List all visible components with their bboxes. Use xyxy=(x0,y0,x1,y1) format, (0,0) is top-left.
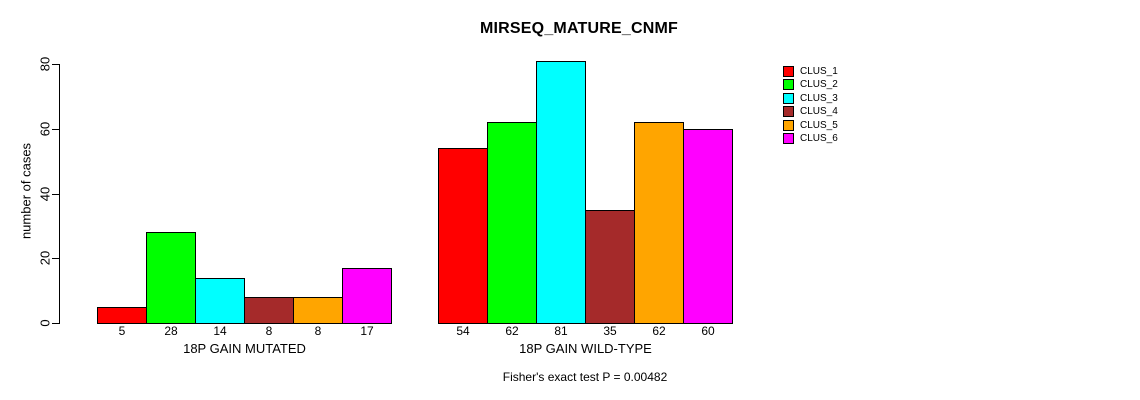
legend-swatch xyxy=(783,120,794,131)
bar xyxy=(683,129,733,324)
bar-value-label: 35 xyxy=(603,324,617,338)
bar xyxy=(487,122,537,324)
bar xyxy=(97,307,147,324)
y-axis-tick-label: 20 xyxy=(37,250,53,266)
bar xyxy=(585,210,635,324)
bar-value-label: 8 xyxy=(265,324,273,338)
bar-value-label: 14 xyxy=(213,324,227,338)
bar-value-label: 17 xyxy=(360,324,374,338)
bar xyxy=(244,297,294,324)
legend-label: CLUS_1 xyxy=(800,66,838,77)
legend-label: CLUS_6 xyxy=(800,133,838,144)
bar-value-label: 8 xyxy=(314,324,322,338)
legend-swatch xyxy=(783,79,794,90)
y-axis-label: number of cases xyxy=(18,142,34,240)
bar-value-label: 81 xyxy=(554,324,568,338)
y-axis-tick xyxy=(52,258,59,259)
y-axis-tick xyxy=(52,323,59,324)
bar-value-label: 60 xyxy=(701,324,715,338)
x-group-label: 18P GAIN MUTATED xyxy=(183,341,306,356)
bar xyxy=(195,278,245,324)
legend-label: CLUS_2 xyxy=(800,79,838,90)
y-axis-line xyxy=(59,64,60,324)
bar-value-label: 62 xyxy=(505,324,519,338)
legend-swatch xyxy=(783,66,794,77)
y-axis-tick xyxy=(52,194,59,195)
legend-label: CLUS_4 xyxy=(800,106,838,117)
legend-swatch xyxy=(783,93,794,104)
bar xyxy=(536,61,586,324)
bar xyxy=(146,232,196,324)
bar xyxy=(342,268,392,324)
fisher-test-note: Fisher's exact test P = 0.00482 xyxy=(502,370,668,384)
y-axis-tick-label: 60 xyxy=(37,121,53,137)
y-axis-tick xyxy=(52,129,59,130)
legend-swatch xyxy=(783,133,794,144)
chart-title: MIRSEQ_MATURE_CNMF xyxy=(480,20,678,37)
legend-label: CLUS_5 xyxy=(800,120,838,131)
bar-value-label: 54 xyxy=(456,324,470,338)
legend-swatch xyxy=(783,106,794,117)
y-axis-tick-label: 40 xyxy=(37,186,53,202)
bar xyxy=(438,148,488,324)
bar xyxy=(293,297,343,324)
bar-value-label: 62 xyxy=(652,324,666,338)
y-axis-tick xyxy=(52,64,59,65)
bar-value-label: 28 xyxy=(164,324,178,338)
bar-value-label: 5 xyxy=(118,324,126,338)
y-axis-tick-label: 0 xyxy=(37,319,53,327)
legend-label: CLUS_3 xyxy=(800,93,838,104)
bar xyxy=(634,122,684,324)
y-axis-tick-label: 80 xyxy=(37,56,53,72)
x-group-label: 18P GAIN WILD-TYPE xyxy=(519,341,652,356)
